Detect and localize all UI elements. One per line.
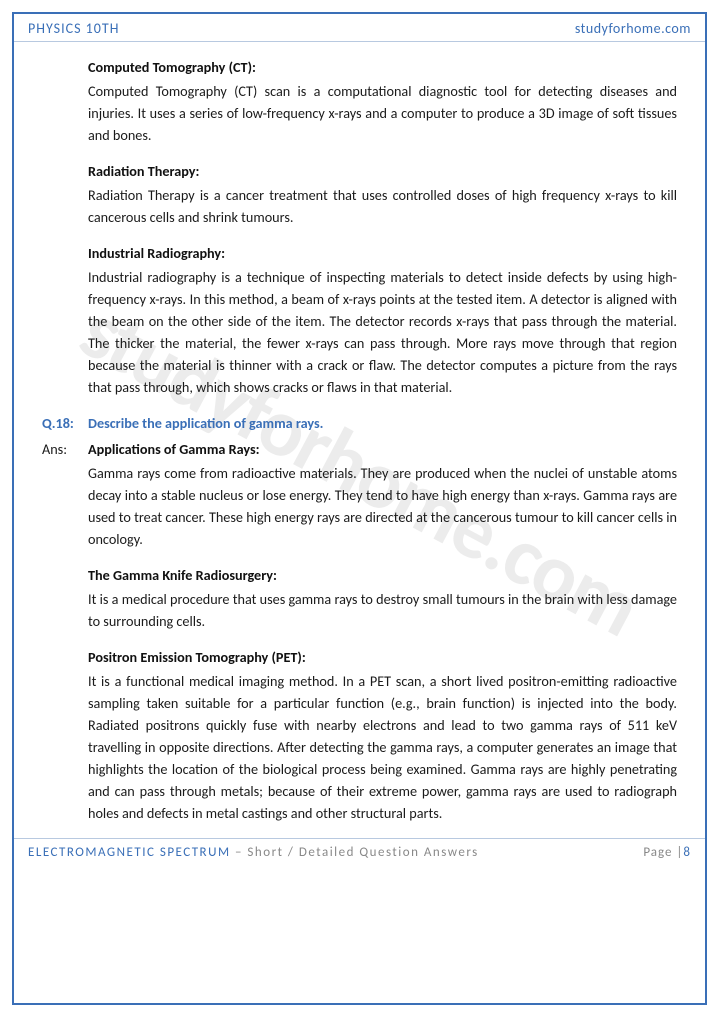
section-body: Computed Tomography (CT) scan is a compu… <box>88 80 677 146</box>
section-ct: Computed Tomography (CT): Computed Tomog… <box>88 56 677 146</box>
page-footer: ELECTROMAGNETIC SPECTRUM – Short / Detai… <box>14 838 705 866</box>
section-body: Gamma rays come from radioactive materia… <box>88 462 677 550</box>
section-gamma-knife: The Gamma Knife Radiosurgery: It is a me… <box>88 564 677 632</box>
footer-page-label: Page | <box>643 845 683 860</box>
section-radiation-therapy: Radiation Therapy: Radiation Therapy is … <box>88 160 677 228</box>
section-heading: Radiation Therapy: <box>88 160 677 182</box>
answer-row: Ans: Applications of Gamma Rays: Gamma r… <box>42 438 677 838</box>
header-subject: PHYSICS 10TH <box>28 20 119 37</box>
answer-label: Ans: <box>42 438 88 838</box>
page-content: Computed Tomography (CT): Computed Tomog… <box>14 42 705 838</box>
section-body: Radiation Therapy is a cancer treatment … <box>88 184 677 228</box>
section-heading: Positron Emission Tomography (PET): <box>88 646 677 668</box>
footer-topic-sub: – Short / Detailed Question Answers <box>231 845 479 860</box>
section-body: Industrial radiography is a technique of… <box>88 266 677 398</box>
question-row: Q.18: Describe the application of gamma … <box>42 412 677 434</box>
footer-topic: ELECTROMAGNETIC SPECTRUM – Short / Detai… <box>28 845 479 860</box>
footer-topic-main: ELECTROMAGNETIC SPECTRUM <box>28 845 231 860</box>
footer-page: Page |8 <box>643 845 691 860</box>
section-body: It is a functional medical imaging metho… <box>88 670 677 824</box>
page: studyforhome.com PHYSICS 10TH studyforho… <box>0 0 719 1017</box>
section-gamma-applications: Applications of Gamma Rays: Gamma rays c… <box>88 438 677 550</box>
question-label: Q.18: <box>42 412 88 434</box>
section-heading: The Gamma Knife Radiosurgery: <box>88 564 677 586</box>
section-heading: Industrial Radiography: <box>88 242 677 264</box>
header-site: studyforhome.com <box>575 20 691 37</box>
page-frame: studyforhome.com PHYSICS 10TH studyforho… <box>12 12 707 1005</box>
footer-page-number: 8 <box>683 845 691 860</box>
section-body: It is a medical procedure that uses gamm… <box>88 588 677 632</box>
section-heading: Computed Tomography (CT): <box>88 56 677 78</box>
question-text: Describe the application of gamma rays. <box>88 412 323 434</box>
section-pet: Positron Emission Tomography (PET): It i… <box>88 646 677 824</box>
section-heading: Applications of Gamma Rays: <box>88 438 677 460</box>
page-header: PHYSICS 10TH studyforhome.com <box>14 14 705 42</box>
section-industrial-radiography: Industrial Radiography: Industrial radio… <box>88 242 677 398</box>
answer-body: Applications of Gamma Rays: Gamma rays c… <box>88 438 677 838</box>
